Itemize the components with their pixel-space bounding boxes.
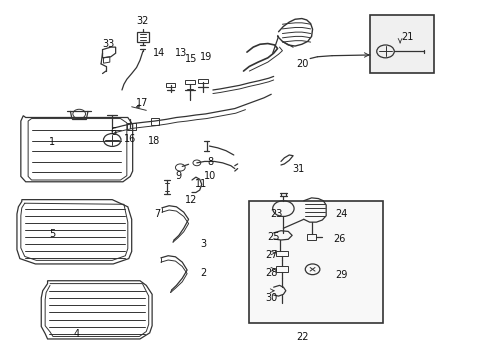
Text: 11: 11 <box>194 179 206 189</box>
Text: 31: 31 <box>291 164 304 174</box>
Text: 13: 13 <box>175 48 187 58</box>
Text: 17: 17 <box>136 98 148 108</box>
Text: 2: 2 <box>200 268 206 278</box>
Text: 22: 22 <box>296 332 308 342</box>
Bar <box>185 80 195 84</box>
Text: 15: 15 <box>184 54 197 64</box>
Bar <box>369 15 433 73</box>
Text: 9: 9 <box>176 171 182 181</box>
Text: 29: 29 <box>335 270 347 280</box>
Text: 14: 14 <box>153 48 165 58</box>
Text: 10: 10 <box>204 171 216 181</box>
Text: 18: 18 <box>148 136 161 146</box>
Text: 16: 16 <box>124 134 136 144</box>
Text: 6: 6 <box>110 127 116 137</box>
Text: 1: 1 <box>49 138 56 148</box>
Text: 23: 23 <box>269 209 282 219</box>
Bar <box>165 83 175 87</box>
Text: 30: 30 <box>264 293 277 303</box>
Text: 5: 5 <box>49 229 56 239</box>
Bar <box>126 123 135 130</box>
Bar <box>151 118 159 125</box>
Text: 25: 25 <box>267 232 279 242</box>
Bar <box>198 78 207 83</box>
Text: 4: 4 <box>74 329 80 339</box>
Text: 27: 27 <box>264 250 277 260</box>
Text: 32: 32 <box>136 16 148 26</box>
Text: 12: 12 <box>184 195 197 204</box>
Text: 7: 7 <box>154 209 160 219</box>
Text: 19: 19 <box>199 52 211 62</box>
Text: 3: 3 <box>200 239 206 249</box>
Text: 8: 8 <box>207 157 213 167</box>
Text: 33: 33 <box>102 39 114 49</box>
Bar <box>249 202 382 323</box>
Text: 21: 21 <box>400 32 413 42</box>
Text: 26: 26 <box>332 234 345 244</box>
Text: 24: 24 <box>335 209 347 219</box>
Text: 20: 20 <box>296 59 308 69</box>
Text: 28: 28 <box>264 268 277 278</box>
